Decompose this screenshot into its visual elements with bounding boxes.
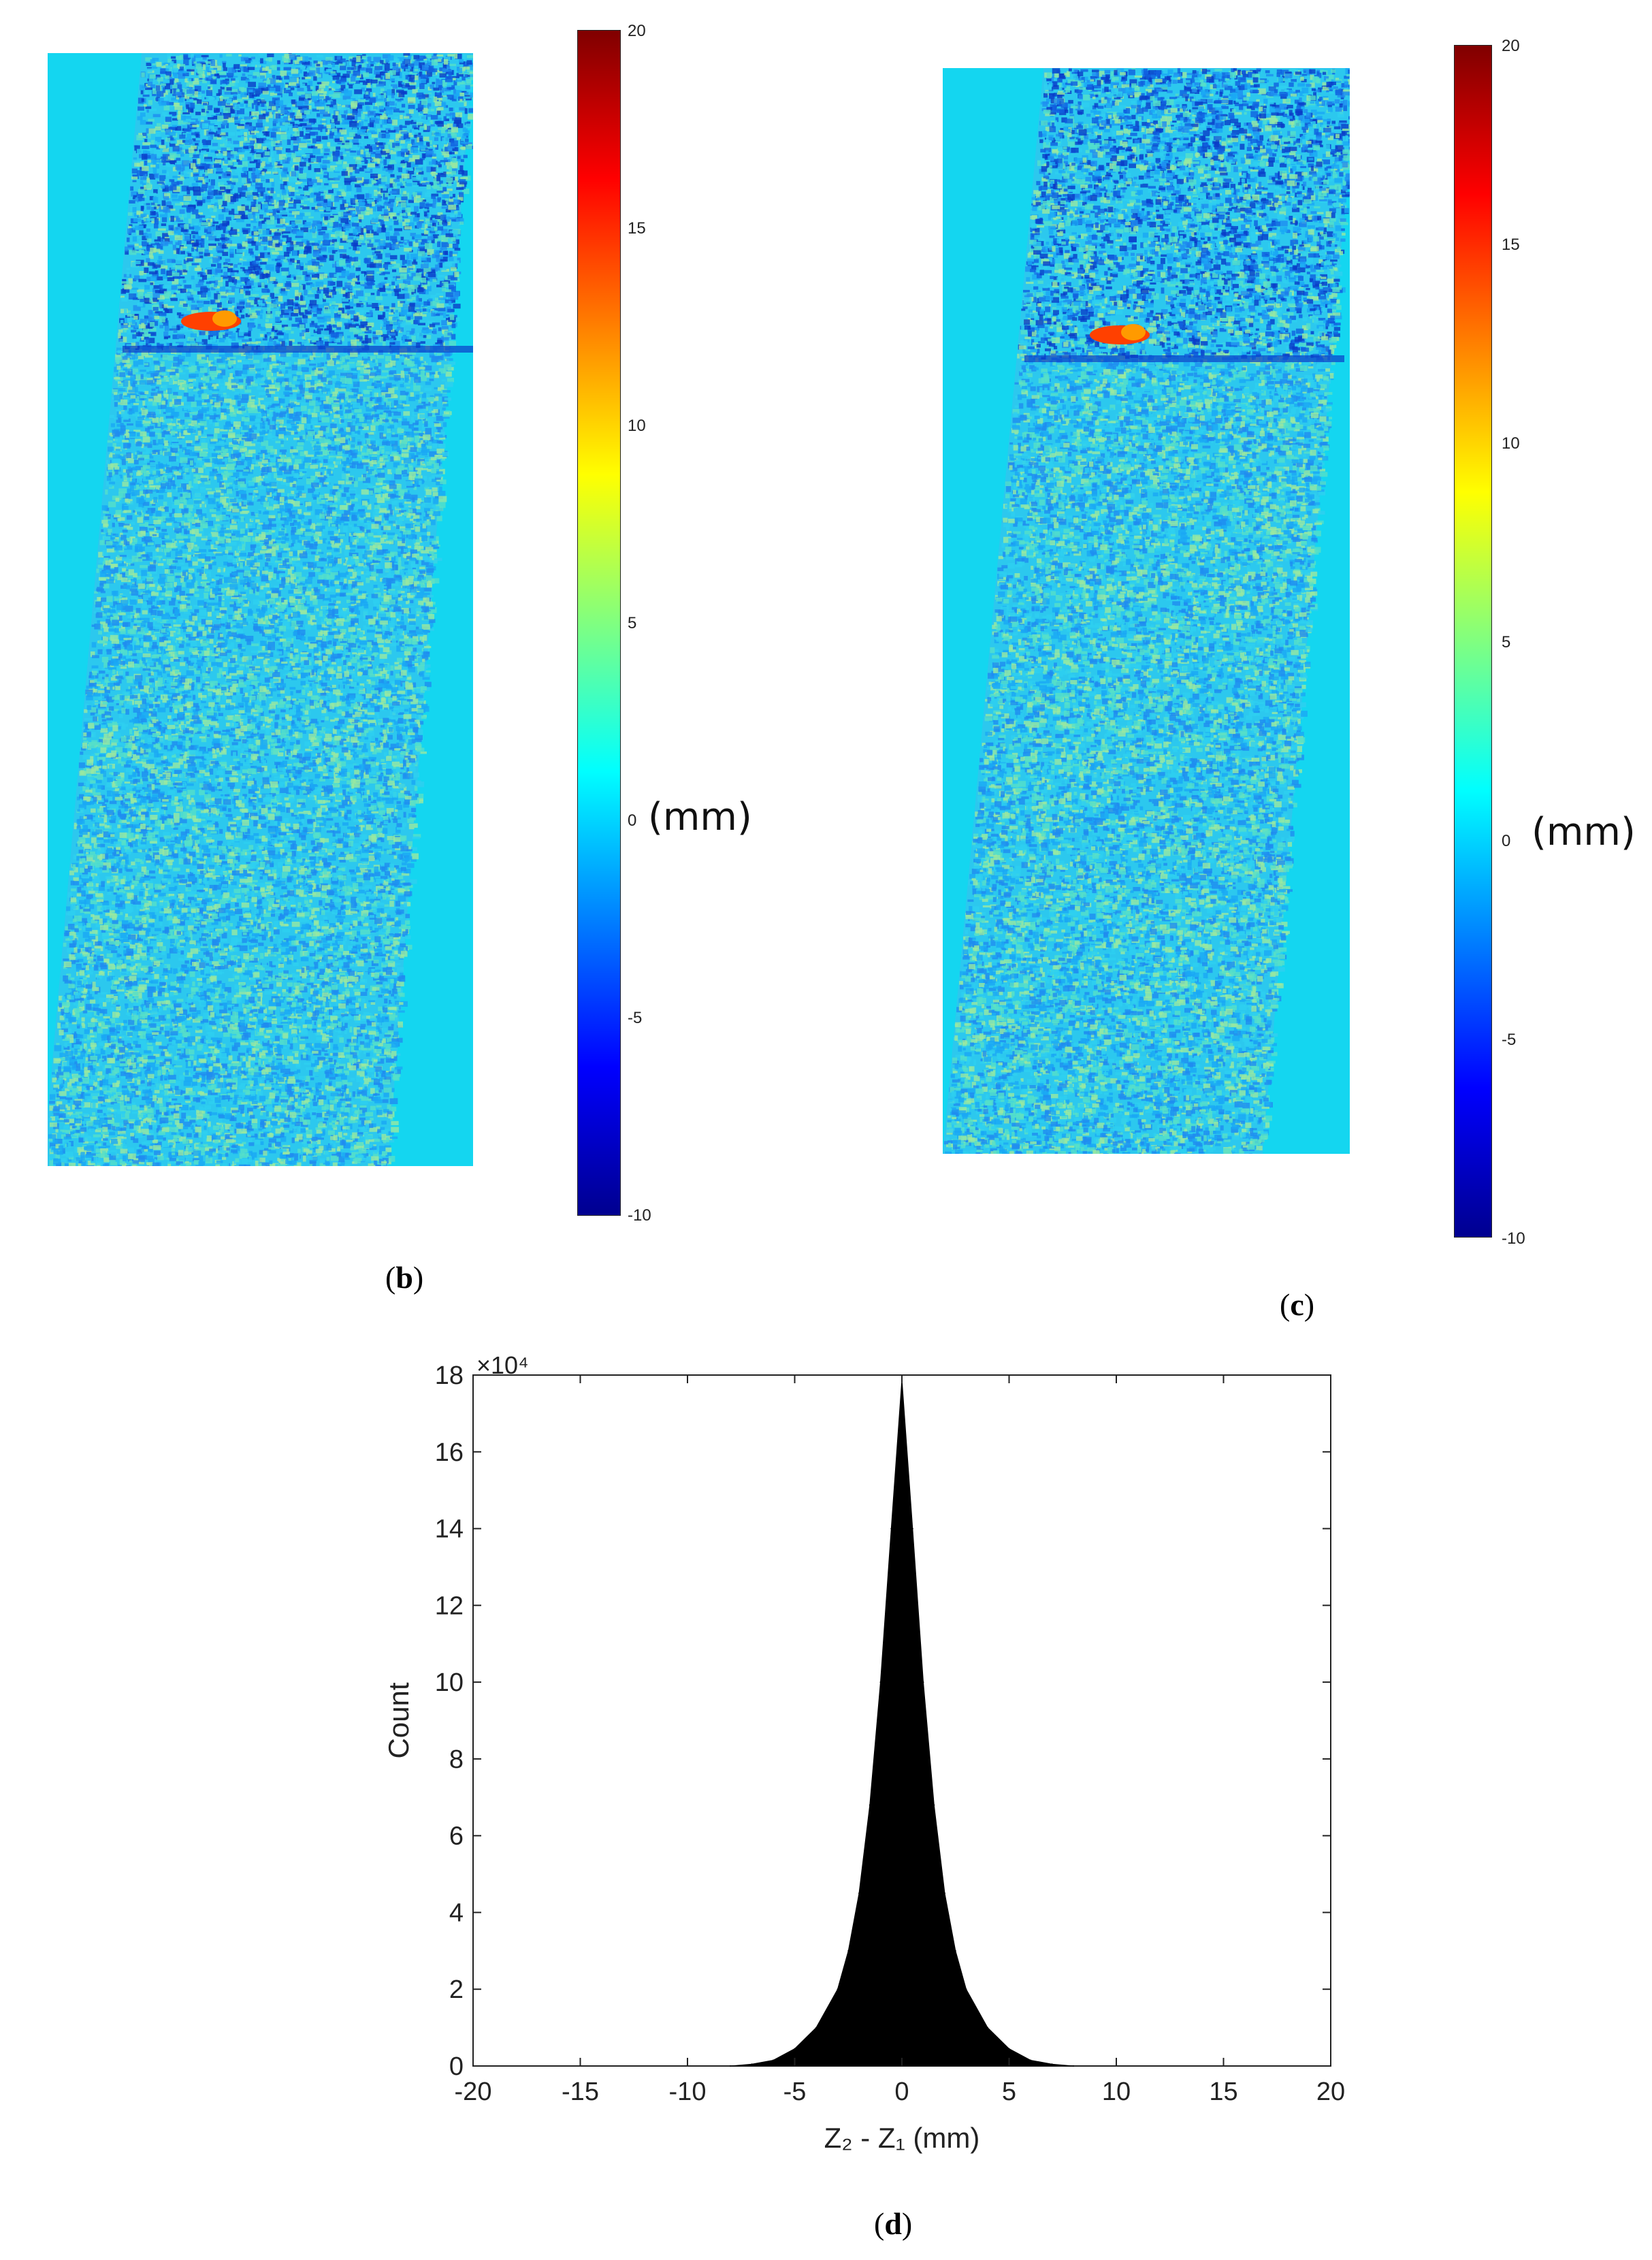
histogram-bin-18 <box>987 2027 988 2029</box>
y-tick-label-5: 10 <box>435 1668 464 1697</box>
colorbar-c-tick-m10: -10 <box>1502 1229 1525 1248</box>
colorbar-c-tick-20: 20 <box>1502 37 1520 56</box>
histogram-bin-17 <box>965 1988 967 1990</box>
colorbar-b-tick-20: 20 <box>628 22 646 41</box>
y-multiplier: ×10⁴ <box>476 1355 529 1379</box>
histogram-bin-12 <box>911 1528 913 1530</box>
x-tick-label-3: -5 <box>783 2078 807 2106</box>
y-tick-label-4: 8 <box>449 1745 464 1774</box>
x-tick-label-1: -15 <box>562 2078 599 2106</box>
colorbar-b-tick-5: 5 <box>628 614 636 633</box>
histogram-bin-22 <box>1073 2065 1074 2067</box>
y-tick-label-2: 4 <box>449 1899 464 1927</box>
histogram-bin-13 <box>922 1681 924 1683</box>
hm-b-hotspot-core <box>212 310 237 327</box>
colorbar-c <box>1454 45 1492 1238</box>
histogram-bin-20 <box>1030 2059 1031 2061</box>
x-tick-label-2: -10 <box>669 2078 707 2106</box>
panel-b-label: (b) <box>385 1259 423 1295</box>
histogram-bin-21 <box>1051 2063 1053 2065</box>
histogram-bin-1 <box>751 2063 753 2065</box>
histogram-bin-3 <box>794 2048 796 2050</box>
histogram-bin-4 <box>815 2027 817 2029</box>
y-tick-label-3: 6 <box>449 1822 464 1851</box>
x-tick-label-6: 10 <box>1102 2078 1131 2106</box>
x-tick-label-5: 5 <box>1002 2078 1016 2106</box>
x-tick-label-8: 20 <box>1316 2078 1345 2106</box>
y-tick-label-6: 12 <box>435 1592 464 1620</box>
colorbar-b-tick-10: 10 <box>628 417 646 436</box>
histogram-area <box>730 1378 1074 2067</box>
x-axis-label: Z₂ - Z₁ (mm) <box>824 2122 980 2154</box>
histogram-bin-0 <box>730 2065 731 2067</box>
y-tick-label-1: 2 <box>449 1975 464 2004</box>
hm-b-crack-line <box>123 346 473 353</box>
hm-c-hotspot-core <box>1121 324 1146 340</box>
colorbar-c-tick-0: 0 <box>1502 832 1510 851</box>
histogram-bin-9 <box>879 1681 881 1683</box>
colorbar-b-unit: (mm) <box>648 795 752 839</box>
histogram-chart: -20 -15 -10 -5 0 5 10 15 20 0 2 4 6 8 10 12 14 16 18 ×10⁴ Z₂… <box>383 1351 1345 2154</box>
histogram-bin-10 <box>890 1528 892 1530</box>
colorbar-c-tick-m5: -5 <box>1502 1031 1516 1050</box>
heatmap-c <box>943 68 1350 1154</box>
hm-c-crack-line <box>1024 355 1344 362</box>
histogram-bin-7 <box>858 1892 860 1894</box>
histogram-bin-5 <box>837 1988 839 1990</box>
colorbar-c-unit: (mm) <box>1532 810 1636 854</box>
colorbar-b-tick-m5: -5 <box>628 1009 642 1028</box>
colorbar-c-tick-5: 5 <box>1502 633 1510 652</box>
hm-b-texture <box>48 53 473 1166</box>
x-tick-label-7: 15 <box>1209 2078 1237 2106</box>
y-tick-label-7: 14 <box>435 1515 464 1544</box>
histogram-panel: -20 -15 -10 -5 0 5 10 15 20 0 2 4 6 8 10 12 14 16 18 ×10⁴ Z₂… <box>354 1351 1375 2212</box>
histogram-bin-16 <box>954 1950 956 1952</box>
colorbar-c-tick-15: 15 <box>1502 236 1520 255</box>
histogram-bin-15 <box>944 1892 945 1894</box>
panel-d-label: (d) <box>874 2206 912 2242</box>
y-axis-label: Count <box>383 1682 415 1758</box>
histogram-bin-6 <box>847 1950 849 1952</box>
x-tick-label-4: 0 <box>894 2078 909 2106</box>
y-tick-label-0: 0 <box>449 2052 464 2081</box>
hm-c-texture <box>943 68 1350 1154</box>
colorbar-b-tick-0: 0 <box>628 811 636 830</box>
histogram-bin-14 <box>933 1804 935 1806</box>
hm-b-noise <box>48 53 473 1166</box>
colorbar-b-tick-15: 15 <box>628 219 646 238</box>
histogram-bin-19 <box>1008 2048 1010 2050</box>
colorbar-c-tick-10: 10 <box>1502 434 1520 453</box>
colorbar-b-tick-m10: -10 <box>628 1206 651 1225</box>
colorbar-b <box>577 30 621 1216</box>
heatmap-b <box>48 53 473 1166</box>
y-tick-label-8: 16 <box>435 1438 464 1467</box>
y-tick-label-9: 18 <box>435 1361 464 1390</box>
panel-c-label: (c) <box>1280 1287 1314 1323</box>
histogram-bin-2 <box>773 2059 774 2061</box>
x-tick-label-0: -20 <box>455 2078 492 2106</box>
histogram-bin-8 <box>869 1804 871 1806</box>
